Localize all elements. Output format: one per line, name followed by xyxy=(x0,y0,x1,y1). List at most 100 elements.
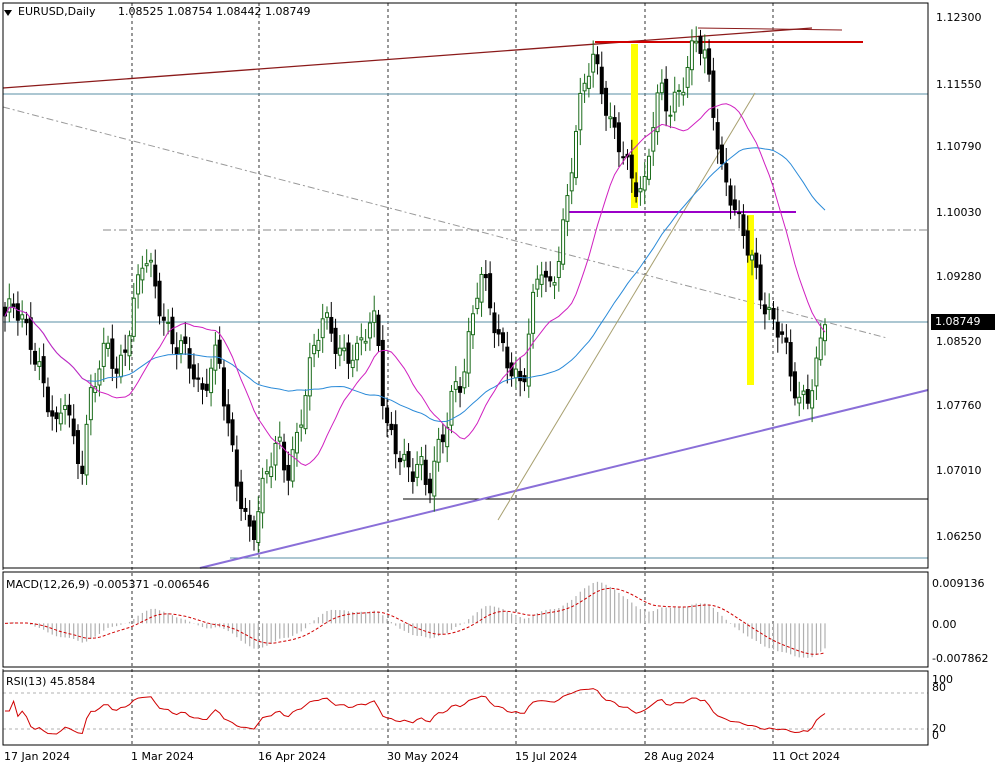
date-label: 11 Oct 2024 xyxy=(772,750,841,763)
candle-body xyxy=(7,298,12,313)
candle-body xyxy=(389,423,394,431)
ohlc-readout: 1.08525 1.08754 1.08442 1.08749 xyxy=(118,5,311,18)
candle-body xyxy=(775,321,780,338)
candle-body xyxy=(41,356,46,384)
candle-body xyxy=(771,308,776,320)
candle-body xyxy=(359,337,364,341)
candle-body xyxy=(646,155,651,180)
candle-body xyxy=(33,350,38,365)
candle-body xyxy=(458,386,463,393)
candle-body xyxy=(805,389,810,404)
candle-body xyxy=(24,318,29,324)
candle-body xyxy=(475,297,480,310)
candle-body xyxy=(277,436,282,442)
candle-body xyxy=(767,307,772,310)
candle-body xyxy=(488,273,493,309)
candle-body xyxy=(453,381,458,390)
macd-tick: -0.007862 xyxy=(932,652,989,665)
candle-body xyxy=(230,419,235,446)
candle-body xyxy=(466,331,471,374)
candle-body xyxy=(462,371,467,389)
candle-body xyxy=(183,336,188,344)
candle-body xyxy=(707,48,712,75)
candle-body xyxy=(110,338,115,369)
candle-body xyxy=(80,465,85,474)
candle-body xyxy=(440,434,445,443)
candle-body xyxy=(711,70,716,118)
candle-body xyxy=(814,357,819,387)
candle-body xyxy=(294,431,299,454)
candle-body xyxy=(449,390,454,426)
rsi-tick: 0 xyxy=(932,729,939,742)
rsi-tick: 80 xyxy=(932,681,946,694)
candle-body xyxy=(621,156,626,159)
candle-body xyxy=(501,332,506,344)
date-label: 1 Mar 2024 xyxy=(131,750,194,763)
candle-body xyxy=(719,144,724,165)
candle-body xyxy=(513,368,518,379)
candle-body xyxy=(531,291,536,334)
price-tick: 1.07760 xyxy=(936,399,982,412)
date-label: 17 Jan 2024 xyxy=(4,750,70,763)
candle-body xyxy=(788,342,793,377)
candle-body xyxy=(316,339,321,352)
candle-body xyxy=(741,214,746,237)
price-tick: 1.11550 xyxy=(936,78,982,91)
rsi-series xyxy=(3,688,928,735)
chart-menu-icon[interactable] xyxy=(4,10,12,16)
date-label: 30 May 2024 xyxy=(387,750,459,763)
candle-body xyxy=(247,514,252,527)
candle-body xyxy=(127,335,132,357)
candle-body xyxy=(303,395,308,430)
candle-body xyxy=(140,267,145,281)
candle-body xyxy=(715,122,720,150)
candle-body xyxy=(604,87,609,116)
candle-body xyxy=(522,375,527,383)
date-label: 15 Jul 2024 xyxy=(515,750,578,763)
candle-body xyxy=(213,344,218,371)
date-label: 16 Apr 2024 xyxy=(258,750,327,763)
candle-body xyxy=(170,316,175,345)
candle-body xyxy=(724,163,729,183)
panel-frames xyxy=(2,2,929,746)
candle-body xyxy=(745,230,750,256)
candle-body xyxy=(689,40,694,71)
candle-body xyxy=(136,274,141,295)
candle-body xyxy=(694,40,699,44)
candle-body xyxy=(337,347,342,356)
candle-body xyxy=(608,116,613,120)
candle-body xyxy=(651,127,656,152)
candle-body xyxy=(672,91,677,113)
candle-body xyxy=(423,459,428,485)
candle-body xyxy=(37,361,42,367)
candle-body xyxy=(333,327,338,354)
candle-body xyxy=(234,449,239,487)
candle-body xyxy=(269,466,274,478)
candle-body xyxy=(410,471,415,482)
candle-body xyxy=(329,316,334,334)
candle-body xyxy=(174,347,179,355)
candle-body xyxy=(397,457,402,463)
macd-tick: 0.00 xyxy=(932,618,957,631)
support-trendline xyxy=(199,389,929,569)
candle-body xyxy=(616,122,621,153)
candle-body xyxy=(758,264,763,301)
candle-body xyxy=(599,66,604,95)
candle-body xyxy=(677,89,682,92)
candle-body xyxy=(54,412,59,420)
date-label: 28 Aug 2024 xyxy=(644,750,715,763)
candle-body xyxy=(196,377,201,380)
candle-body xyxy=(750,254,755,261)
current-price-tag: 1.08749 xyxy=(931,314,995,330)
candle-body xyxy=(762,304,767,315)
price-tick: 1.12300 xyxy=(936,11,982,24)
candle-body xyxy=(792,371,797,399)
candle-body xyxy=(556,260,561,278)
candle-body xyxy=(346,342,351,364)
candle-body xyxy=(526,333,531,387)
candle-body xyxy=(153,264,158,287)
candle-body xyxy=(685,66,690,88)
rsi-line xyxy=(5,688,826,735)
candle-body xyxy=(376,314,381,347)
